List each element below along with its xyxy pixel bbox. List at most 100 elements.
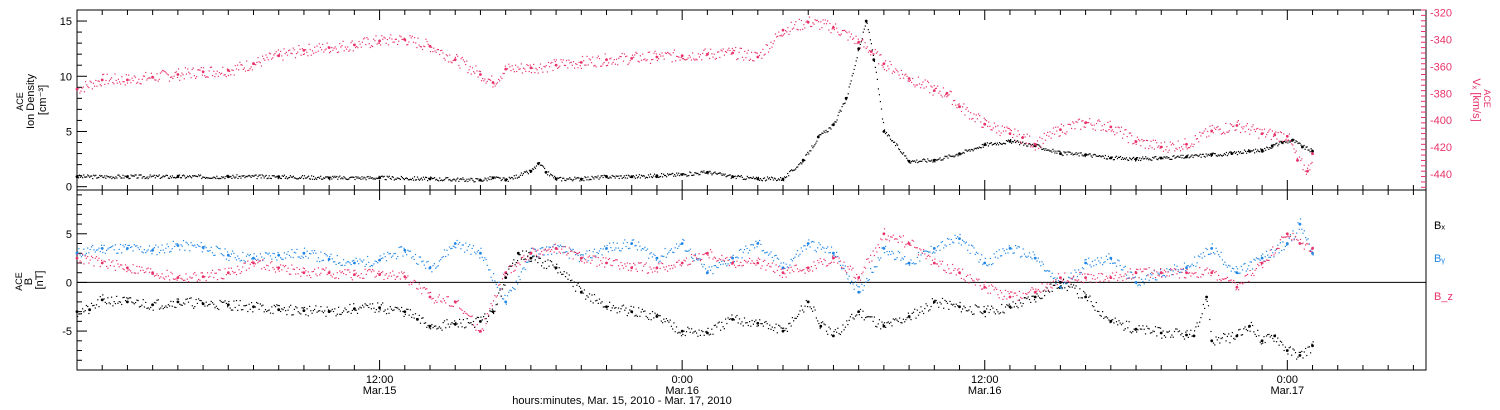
density-sample <box>193 175 195 177</box>
b-black-sample <box>287 309 289 311</box>
b-red-sample <box>726 256 728 259</box>
vx-sample <box>351 40 353 42</box>
b-blue-sample <box>1031 258 1033 260</box>
b-black-sample <box>361 304 364 306</box>
b-black-sample <box>474 326 476 328</box>
b-black-sample <box>203 303 205 305</box>
b-blue-sample <box>489 269 491 271</box>
b-blue-sample <box>503 298 505 300</box>
b-red-sample <box>1268 259 1270 261</box>
b-red-sample <box>730 256 732 258</box>
density-sample <box>426 176 428 179</box>
b-blue-sample <box>267 253 269 255</box>
b-blue-sample <box>107 248 109 250</box>
vx-sample <box>705 55 707 57</box>
b-red-sample <box>577 252 579 254</box>
b-red-sample <box>861 273 863 275</box>
b-black-point <box>882 324 886 328</box>
b-red-sample <box>1095 281 1097 284</box>
density-sample <box>602 176 604 179</box>
vx-sample <box>1149 145 1151 147</box>
vx-sample <box>972 117 974 120</box>
b-blue-sample <box>1091 260 1094 263</box>
b-red-sample <box>245 269 248 271</box>
b-blue-sample <box>329 256 331 258</box>
b-red-sample <box>916 247 918 249</box>
b-red-sample <box>1015 292 1017 294</box>
b-blue-sample <box>749 249 751 251</box>
b-blue-sample <box>532 255 534 257</box>
b-black-sample <box>432 327 434 329</box>
density-sample <box>341 177 343 179</box>
b-blue-sample <box>1165 276 1167 278</box>
density-sample <box>479 178 481 180</box>
density-sample <box>805 154 807 156</box>
density-sample <box>295 178 298 180</box>
b-blue-sample <box>817 247 819 249</box>
density-sample <box>838 111 840 113</box>
b-red-sample <box>1017 299 1019 301</box>
b-blue-sample <box>957 236 959 238</box>
b-blue-sample <box>436 266 438 268</box>
b-black-sample <box>232 309 234 311</box>
b-blue-sample <box>1073 276 1075 278</box>
vx-sample <box>846 32 848 34</box>
b-blue-point <box>479 251 482 255</box>
density-sample <box>975 148 977 150</box>
vx-sample <box>962 106 964 108</box>
vx-sample <box>298 45 300 47</box>
density-sample <box>311 175 313 177</box>
b-blue-sample <box>756 246 758 248</box>
b-red-sample <box>363 277 365 279</box>
density-sample <box>1127 159 1129 161</box>
b-blue-point <box>1084 261 1087 265</box>
b-blue-sample <box>368 261 370 263</box>
vx-sample <box>924 79 926 81</box>
b-blue-sample <box>786 266 788 268</box>
density-sample <box>807 151 809 153</box>
b-black-sample <box>349 303 351 306</box>
density-sample <box>570 178 572 180</box>
vx-sample <box>810 25 812 28</box>
density-sample <box>859 43 861 45</box>
b-red-sample <box>356 275 359 277</box>
b-blue-sample <box>590 257 592 259</box>
b-blue-sample <box>1142 280 1144 283</box>
b-black-point <box>453 322 457 326</box>
b-red-sample <box>1249 269 1251 272</box>
b-black-sample <box>505 272 507 274</box>
b-red-sample <box>1215 270 1217 273</box>
density-sample <box>1139 157 1141 159</box>
vx-sample <box>526 64 528 66</box>
b-red-sample <box>259 260 261 262</box>
b-red-sample <box>325 267 327 269</box>
b-blue-sample <box>604 245 606 247</box>
b-blue-sample <box>689 248 691 250</box>
b-blue-sample <box>887 254 889 256</box>
b-blue-sample <box>141 251 143 253</box>
b-red-sample <box>1018 290 1020 292</box>
b-red-sample <box>264 268 267 270</box>
density-sample <box>1201 153 1203 155</box>
density-sample <box>1052 148 1054 150</box>
b-red-sample <box>1146 268 1148 270</box>
b-black-sample <box>311 312 313 314</box>
density-sample <box>760 179 762 181</box>
density-sample <box>745 178 747 180</box>
density-sample <box>519 174 521 176</box>
b-blue-sample <box>460 248 462 250</box>
b-blue-sample <box>93 249 95 251</box>
vx-sample <box>1108 129 1110 131</box>
b-blue-sample <box>488 269 490 271</box>
vx-sample <box>781 35 783 37</box>
density-sample <box>1203 155 1205 157</box>
b-red-sample <box>204 276 206 278</box>
vx-sample <box>752 59 754 62</box>
vx-sample <box>568 59 570 61</box>
b-black-point <box>1205 295 1208 299</box>
b-blue-sample <box>408 250 410 252</box>
b-blue-sample <box>1212 252 1215 254</box>
vx-sample <box>1229 123 1231 125</box>
b-blue-sample <box>693 260 695 262</box>
